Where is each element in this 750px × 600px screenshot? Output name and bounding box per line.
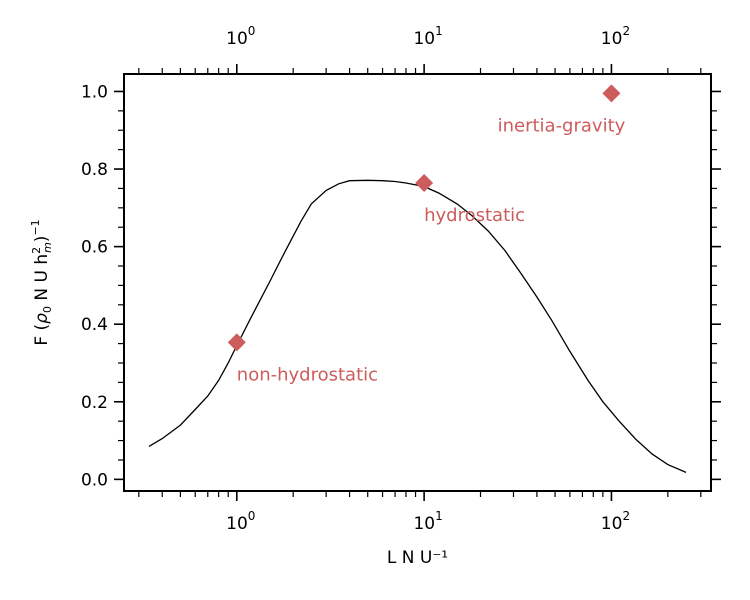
x-top-tick-label: 100 — [226, 24, 255, 49]
data-marker — [227, 333, 246, 352]
data-marker — [415, 174, 434, 193]
y-tick-label: 1.0 — [81, 82, 108, 102]
x-tick-label: 101 — [413, 509, 442, 534]
marker-layer — [227, 84, 621, 352]
x-top-tick-label: 102 — [601, 24, 630, 49]
y-tick-label: 0.8 — [81, 160, 108, 180]
line-layer — [148, 179, 687, 473]
y-tick-label: 0.4 — [81, 315, 108, 335]
annotation-label: inertia-gravity — [498, 115, 626, 136]
series-line-0 — [148, 179, 687, 473]
x-top-tick-label: 101 — [413, 24, 442, 49]
y-tick-label: 0.2 — [81, 393, 108, 413]
plot-frame — [123, 73, 712, 492]
x-tick-label: 100 — [226, 509, 255, 534]
annotation-label: hydrostatic — [424, 205, 525, 226]
x-tick-label: 102 — [601, 509, 630, 534]
x-axis-title: L N U⁻¹ — [387, 548, 448, 568]
y-tick-label: 0.0 — [81, 470, 108, 490]
axes-layer — [114, 64, 721, 501]
y-tick-label: 0.6 — [81, 238, 108, 258]
data-marker — [602, 84, 621, 103]
y-axis-title: F (ρ0 N U h2m)−1 — [29, 219, 54, 345]
label-layer: non-hydrostatic hydrostatic inertia-gravit… — [29, 24, 630, 568]
annotation-label: non-hydrostatic — [237, 364, 378, 385]
